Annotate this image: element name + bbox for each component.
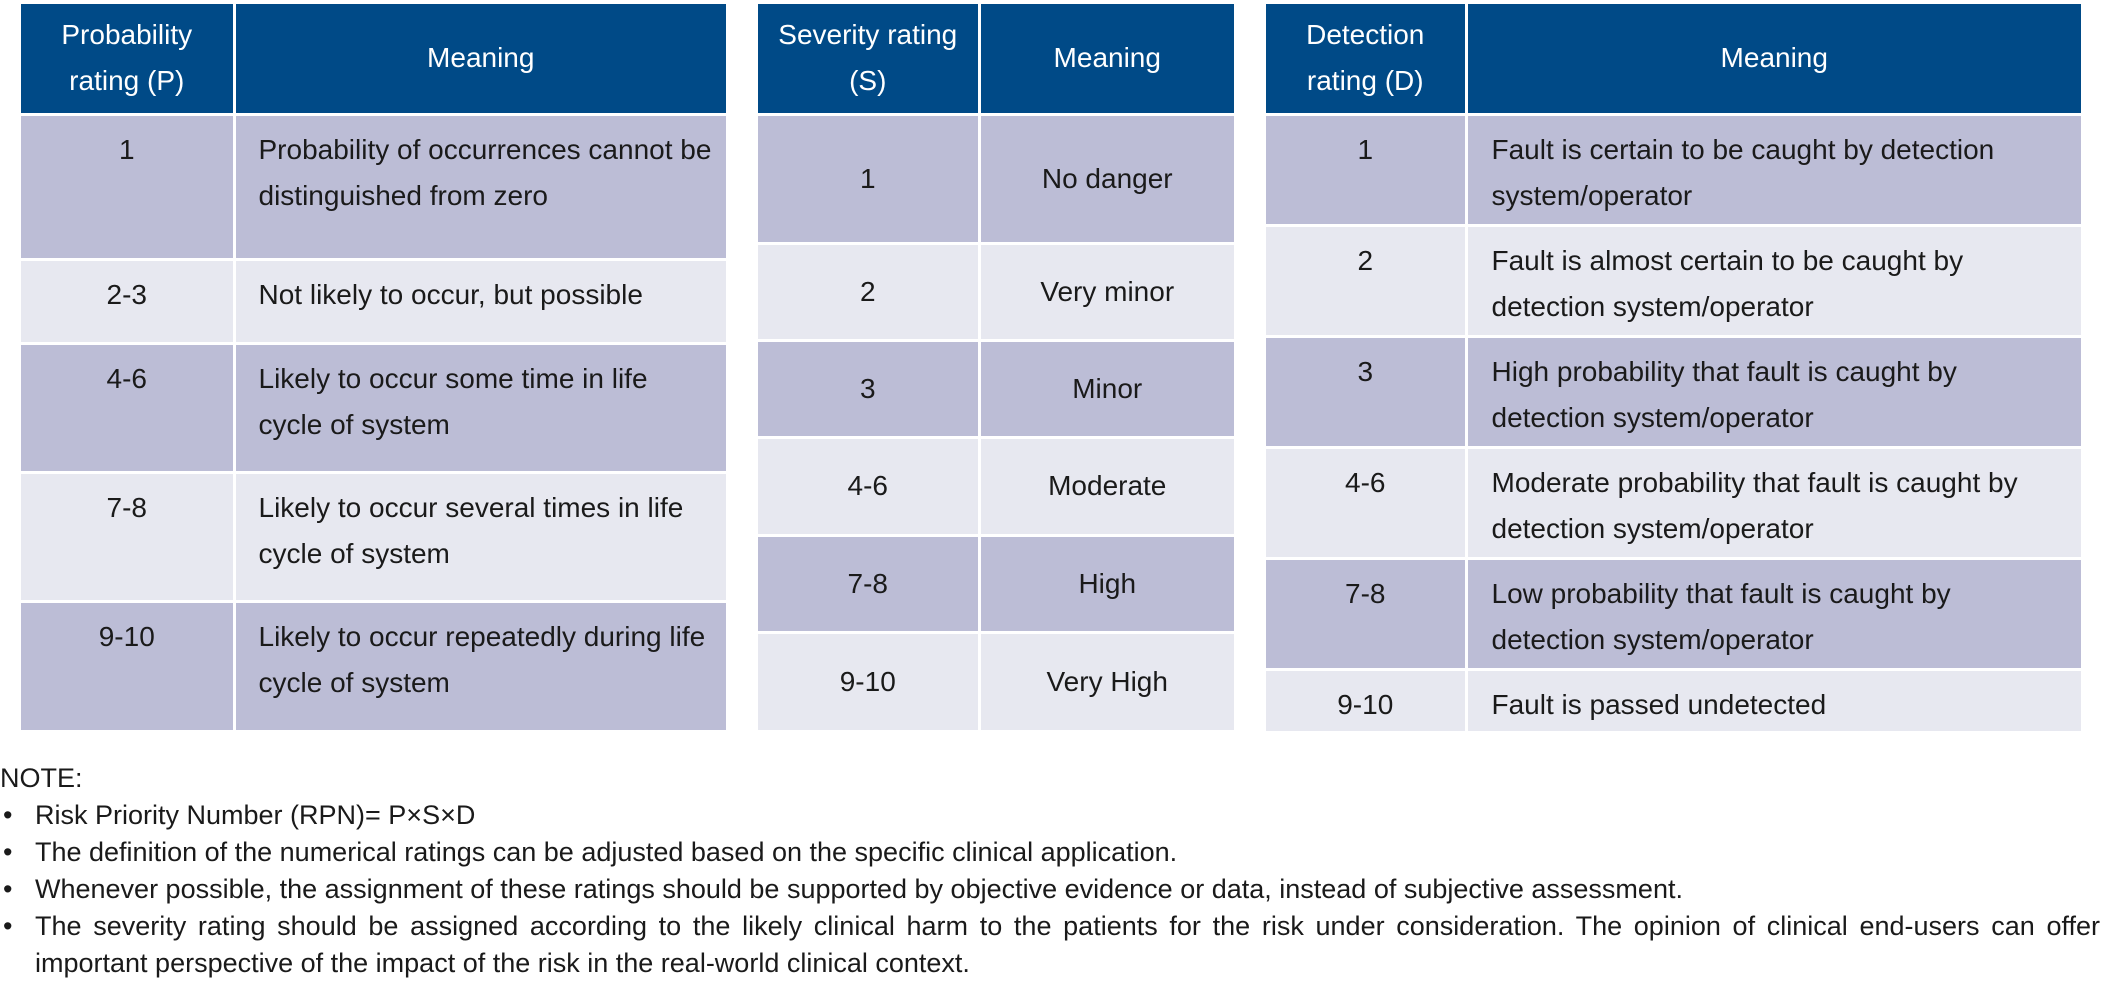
meaning-cell: Fault is almost certain to be caught by … bbox=[1464, 225, 2081, 336]
bullet-icon: • bbox=[3, 874, 13, 904]
meaning-cell: Moderate probability that fault is caugh… bbox=[1464, 447, 2081, 558]
table-row: 7-8 Likely to occur several times in lif… bbox=[21, 472, 726, 601]
note-item-text: The severity rating should be assigned a… bbox=[35, 911, 2100, 978]
meaning-cell: High probability that fault is caught by… bbox=[1464, 336, 2081, 447]
rating-cell: 4-6 bbox=[1266, 447, 1466, 558]
meaning-cell: Fault is passed undetected bbox=[1464, 669, 2081, 731]
bullet-icon: • bbox=[3, 800, 13, 830]
table-row: 3 High probability that fault is caught … bbox=[1266, 336, 2081, 447]
rating-cell: 7-8 bbox=[758, 535, 979, 632]
meaning-cell: Probability of occurrences cannot be dis… bbox=[232, 114, 726, 259]
bullet-icon: • bbox=[3, 911, 13, 941]
note-item: • The severity rating should be assigned… bbox=[0, 908, 2100, 982]
table-header-row: Probability rating (P) Meaning bbox=[21, 4, 726, 114]
notes-section: NOTE: • Risk Priority Number (RPN)= P×S×… bbox=[0, 760, 2100, 982]
table-row: 4-6 Moderate bbox=[758, 437, 1234, 535]
table-header-row: Detection rating (D) Meaning bbox=[1266, 4, 2081, 114]
note-item-text: Risk Priority Number (RPN)= P×S×D bbox=[35, 800, 476, 830]
probability-meaning-header: Meaning bbox=[232, 4, 726, 114]
table-row: 2 Fault is almost certain to be caught b… bbox=[1266, 225, 2081, 336]
probability-rating-table: Probability rating (P) Meaning 1 Probabi… bbox=[21, 4, 726, 730]
rating-cell: 7-8 bbox=[1266, 558, 1466, 669]
rating-cell: 9-10 bbox=[1266, 669, 1466, 731]
rating-cell: 9-10 bbox=[758, 632, 979, 730]
note-title: NOTE: bbox=[0, 763, 83, 793]
table-row: 4-6 Likely to occur some time in life cy… bbox=[21, 343, 726, 472]
rating-cell: 3 bbox=[758, 340, 979, 437]
rating-cell: 4-6 bbox=[21, 343, 234, 472]
rating-cell: 1 bbox=[21, 114, 234, 259]
severity-rating-table: Severity rating (S) Meaning 1 No danger … bbox=[758, 4, 1234, 730]
rating-cell: 2 bbox=[1266, 225, 1466, 336]
table-row: 9-10 Very High bbox=[758, 632, 1234, 730]
table-row: 2-3 Not likely to occur, but possible bbox=[21, 259, 726, 343]
rating-cell: 9-10 bbox=[21, 601, 234, 730]
meaning-cell: Low probability that fault is caught by … bbox=[1464, 558, 2081, 669]
meaning-cell: Likely to occur some time in life cycle … bbox=[232, 343, 726, 472]
table-row: 3 Minor bbox=[758, 340, 1234, 437]
rating-cell: 1 bbox=[1266, 114, 1466, 225]
table-row: 1 Probability of occurrences cannot be d… bbox=[21, 114, 726, 259]
rating-cell: 1 bbox=[758, 114, 979, 243]
detection-rating-table: Detection rating (D) Meaning 1 Fault is … bbox=[1266, 4, 2081, 731]
table-row: 9-10 Fault is passed undetected bbox=[1266, 669, 2081, 731]
meaning-cell: Not likely to occur, but possible bbox=[232, 259, 726, 343]
meaning-cell: Likely to occur several times in life cy… bbox=[232, 472, 726, 601]
meaning-cell: Minor bbox=[977, 340, 1234, 437]
meaning-cell: Likely to occur repeatedly during life c… bbox=[232, 601, 726, 730]
table-row: 7-8 Low probability that fault is caught… bbox=[1266, 558, 2081, 669]
note-list: • Risk Priority Number (RPN)= P×S×D • Th… bbox=[0, 797, 2100, 982]
note-item: • Risk Priority Number (RPN)= P×S×D bbox=[0, 797, 2100, 834]
rating-cell: 3 bbox=[1266, 336, 1466, 447]
table-row: 7-8 High bbox=[758, 535, 1234, 632]
table-row: 2 Very minor bbox=[758, 243, 1234, 340]
detection-rating-header: Detection rating (D) bbox=[1266, 4, 1466, 114]
table-row: 9-10 Likely to occur repeatedly during l… bbox=[21, 601, 726, 730]
detection-meaning-header: Meaning bbox=[1464, 4, 2081, 114]
meaning-cell: No danger bbox=[977, 114, 1234, 243]
meaning-cell: Moderate bbox=[977, 437, 1234, 535]
meaning-cell: Very High bbox=[977, 632, 1234, 730]
note-item-text: The definition of the numerical ratings … bbox=[35, 837, 1178, 867]
table-row: 1 No danger bbox=[758, 114, 1234, 243]
table-header-row: Severity rating (S) Meaning bbox=[758, 4, 1234, 114]
meaning-cell: High bbox=[977, 535, 1234, 632]
bullet-icon: • bbox=[3, 837, 13, 867]
severity-meaning-header: Meaning bbox=[977, 4, 1234, 114]
rating-cell: 2 bbox=[758, 243, 979, 340]
rating-cell: 2-3 bbox=[21, 259, 234, 343]
table-row: 4-6 Moderate probability that fault is c… bbox=[1266, 447, 2081, 558]
note-item-text: Whenever possible, the assignment of the… bbox=[35, 874, 1683, 904]
table-row: 1 Fault is certain to be caught by detec… bbox=[1266, 114, 2081, 225]
note-item: • The definition of the numerical rating… bbox=[0, 834, 2100, 871]
note-item: • Whenever possible, the assignment of t… bbox=[0, 871, 2100, 908]
meaning-cell: Fault is certain to be caught by detecti… bbox=[1464, 114, 2081, 225]
meaning-cell: Very minor bbox=[977, 243, 1234, 340]
severity-rating-header: Severity rating (S) bbox=[758, 4, 979, 114]
rating-cell: 7-8 bbox=[21, 472, 234, 601]
rating-cell: 4-6 bbox=[758, 437, 979, 535]
probability-rating-header: Probability rating (P) bbox=[21, 4, 234, 114]
